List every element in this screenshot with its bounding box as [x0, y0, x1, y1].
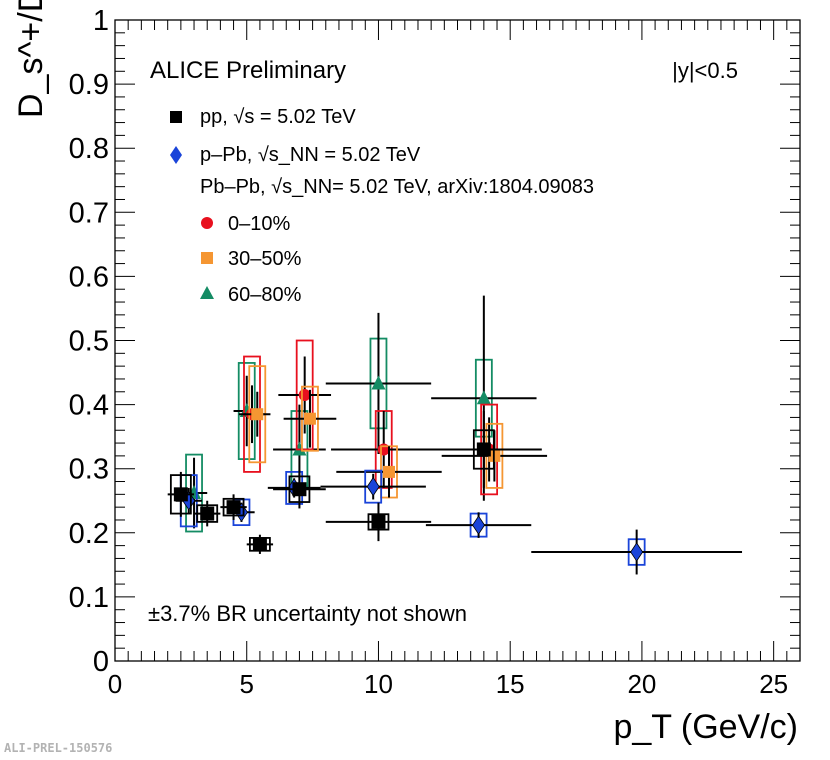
br-note: ±3.7% BR uncertainty not shown	[148, 601, 467, 626]
y-tick-label: 0.8	[69, 133, 109, 165]
legend-marker-30-50	[201, 252, 213, 264]
data-point	[472, 515, 486, 535]
x-tick-label: 10	[364, 669, 393, 699]
legend-marker-0-10	[201, 217, 213, 229]
data-point	[251, 408, 264, 421]
tick-labels: 0 5 10 15 20 25 0 0.1 0.2 0.3 0.4 0.5 0.6 0.7 0.8 0.9 1	[69, 5, 788, 699]
footer-tag: ALI-PREL-150576	[4, 741, 113, 755]
data-point	[630, 542, 644, 562]
y-tick-label: 1	[93, 5, 109, 37]
legend-label-60-80: 60–80%	[228, 284, 302, 306]
y-tick-label: 0.7	[69, 197, 109, 229]
x-axis-title: p_T (GeV/c)	[613, 708, 798, 746]
data-point	[298, 388, 311, 401]
legend-marker-pp	[170, 111, 182, 123]
y-tick-label: 0	[93, 646, 109, 678]
legend-label-pp: pp, √s = 5.02 TeV	[200, 106, 356, 128]
data-point	[377, 443, 390, 456]
data-point	[200, 506, 215, 521]
y-tick-label: 0.2	[69, 518, 109, 550]
x-tick-label: 15	[496, 669, 525, 699]
x-tick-label: 20	[627, 669, 656, 699]
data-point	[476, 442, 491, 457]
y-tick-label: 0.4	[69, 390, 109, 422]
y-axis-title: D_s^+/D^0	[12, 0, 50, 118]
x-tick-label: 0	[108, 669, 122, 699]
series-1	[175, 469, 743, 575]
legend-label-ppb: p–Pb, √s_NN = 5.02 TeV	[200, 144, 421, 166]
legend-marker-ppb	[170, 146, 182, 164]
data-point	[292, 441, 307, 456]
data-point	[371, 375, 386, 390]
legend: pp, √s = 5.02 TeV p–Pb, √s_NN = 5.02 TeV…	[170, 106, 594, 306]
series-3	[244, 365, 548, 499]
data-point	[371, 514, 386, 529]
axis-ticks	[114, 19, 801, 662]
data-point	[292, 482, 307, 497]
y-tick-label: 0.9	[69, 69, 109, 101]
series-0	[167, 411, 537, 554]
chart-title: ALICE Preliminary	[150, 57, 346, 84]
rapidity-label: |y|<0.5	[672, 58, 738, 83]
data-point	[383, 465, 395, 478]
y-tick-label: 0.6	[69, 261, 109, 293]
legend-marker-60-80	[200, 286, 214, 299]
legend-label-30-50: 30–50%	[228, 248, 302, 270]
x-tick-label: 5	[239, 669, 253, 699]
y-tick-label: 0.1	[69, 582, 109, 614]
data-point	[173, 487, 188, 502]
data-point	[252, 537, 267, 552]
y-tick-label: 0.3	[69, 454, 109, 486]
data-point	[476, 390, 491, 405]
x-tick-label: 25	[759, 669, 788, 699]
data-point	[226, 500, 241, 515]
data-point	[366, 476, 380, 497]
y-axis-title-text: D_s^+/D^0	[12, 0, 50, 118]
y-tick-label: 0.5	[69, 326, 109, 358]
data-points	[167, 295, 743, 575]
legend-header-pbpb: Pb–Pb, √s_NN= 5.02 TeV, arXiv:1804.09083	[200, 176, 594, 198]
data-point	[303, 412, 316, 425]
legend-label-0-10: 0–10%	[228, 213, 290, 235]
